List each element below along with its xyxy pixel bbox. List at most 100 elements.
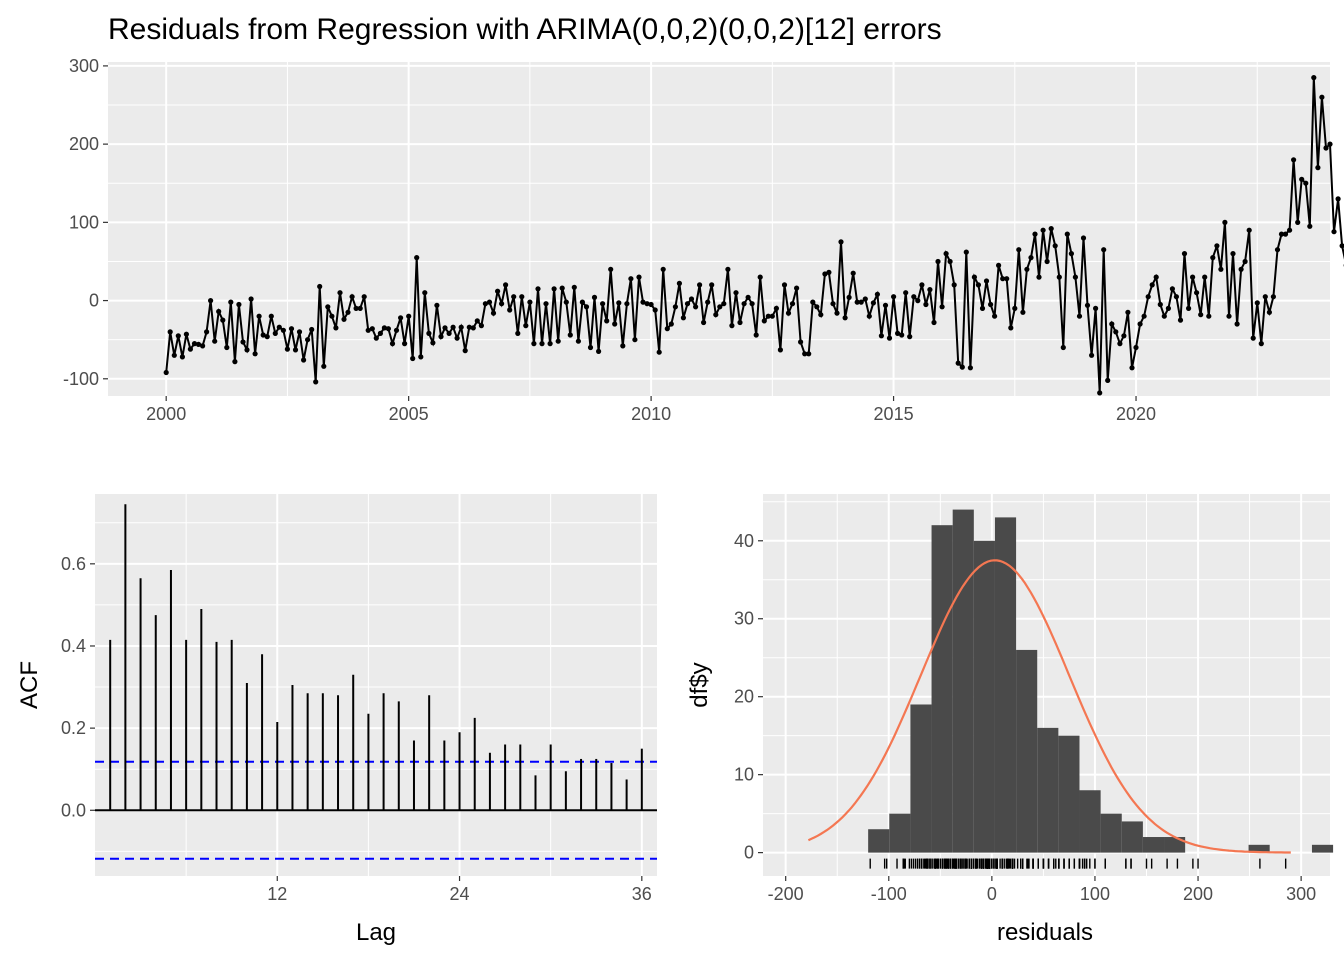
residual-point — [822, 271, 828, 277]
histogram-bar — [1311, 844, 1334, 853]
residual-point — [886, 335, 893, 341]
residual-point — [559, 285, 565, 291]
residual-point — [644, 301, 650, 307]
residual-point — [1214, 243, 1220, 249]
residual-point — [220, 317, 226, 323]
residual-point — [1311, 75, 1317, 81]
residual-point — [1266, 309, 1272, 315]
acf-panel-background — [95, 494, 657, 876]
residual-point — [701, 319, 707, 326]
residual-point — [1137, 321, 1143, 327]
histogram-bar — [889, 813, 911, 853]
residual-point — [1068, 251, 1074, 257]
residual-point — [555, 338, 561, 344]
residual-point — [309, 326, 315, 333]
residual-point — [1242, 258, 1248, 265]
x-tick-label: 300 — [1286, 884, 1316, 904]
residual-point — [410, 355, 416, 362]
residual-point — [927, 287, 933, 293]
residual-point — [1323, 145, 1329, 151]
residual-point — [640, 299, 646, 305]
residual-point — [814, 304, 820, 310]
residual-point — [357, 305, 363, 311]
residual-point — [1109, 321, 1115, 327]
y-tick-label: 200 — [69, 134, 99, 154]
residual-point — [729, 323, 735, 329]
residual-point — [486, 299, 493, 305]
residual-point — [272, 330, 278, 336]
residual-point — [240, 339, 246, 345]
residual-point — [349, 294, 355, 300]
residual-point — [660, 266, 666, 272]
residual-point — [398, 315, 404, 321]
residual-point — [749, 301, 755, 307]
y-tick-label: 0 — [89, 291, 99, 311]
residual-point — [919, 282, 925, 288]
acf-y-axis-label: ACF — [16, 661, 43, 709]
histogram-bar — [973, 540, 995, 853]
residual-point — [313, 379, 319, 385]
residual-point — [490, 310, 497, 316]
residual-point — [866, 313, 872, 319]
y-tick-label: 0.0 — [61, 800, 86, 820]
residual-point — [648, 301, 654, 308]
residual-point — [252, 351, 258, 357]
residual-point — [163, 369, 169, 376]
residual-point — [1291, 157, 1297, 163]
y-tick-label: 10 — [734, 765, 754, 785]
histogram-bar — [910, 704, 932, 853]
residual-point — [1056, 274, 1062, 280]
residual-point — [951, 282, 957, 288]
residual-point — [773, 305, 780, 311]
residual-point — [531, 341, 537, 347]
x-tick-label: 0 — [987, 884, 997, 904]
residual-point — [1202, 274, 1208, 280]
y-tick-label: 20 — [734, 687, 754, 707]
residual-point — [414, 255, 420, 261]
residual-point — [616, 300, 622, 306]
residual-point — [745, 294, 751, 300]
y-tick-label: 30 — [734, 609, 754, 629]
residual-point — [781, 282, 788, 288]
residual-point — [680, 315, 687, 321]
residuals-panel-background — [108, 62, 1330, 396]
residual-point — [446, 330, 452, 336]
residual-point — [418, 354, 424, 360]
y-tick-label: 0.4 — [61, 636, 86, 656]
residual-point — [583, 304, 590, 310]
residual-point — [1181, 251, 1188, 257]
residual-point — [1040, 227, 1046, 233]
residual-point — [794, 285, 800, 291]
residual-point — [826, 269, 832, 275]
residual-point — [802, 351, 808, 357]
x-tick-label: 24 — [450, 884, 470, 904]
x-tick-label: 36 — [632, 884, 652, 904]
residual-point — [345, 309, 351, 315]
residual-point — [943, 251, 949, 257]
residual-point — [482, 301, 488, 307]
residual-point — [652, 307, 658, 313]
histogram-bar — [1121, 821, 1143, 853]
x-tick-label: 2005 — [389, 404, 429, 424]
histogram-bar — [1164, 837, 1186, 853]
residual-point — [385, 326, 391, 332]
residual-point — [515, 330, 521, 336]
residual-point — [1186, 305, 1192, 311]
residual-point — [608, 266, 614, 272]
residual-point — [959, 364, 965, 370]
residual-point — [507, 307, 513, 313]
y-tick-label: -100 — [63, 369, 99, 389]
residual-point — [1012, 305, 1018, 311]
residual-point — [753, 332, 759, 338]
residual-point — [1020, 309, 1026, 315]
residual-point — [846, 294, 852, 300]
x-tick-label: 2015 — [874, 404, 914, 424]
residual-point — [1093, 305, 1099, 311]
residual-point — [256, 313, 262, 319]
x-tick-label: 12 — [267, 884, 287, 904]
residual-point — [636, 274, 642, 280]
x-tick-label: 2000 — [146, 404, 186, 424]
residual-point — [1282, 231, 1289, 237]
residual-point — [769, 313, 775, 319]
histogram-bar — [931, 525, 953, 853]
